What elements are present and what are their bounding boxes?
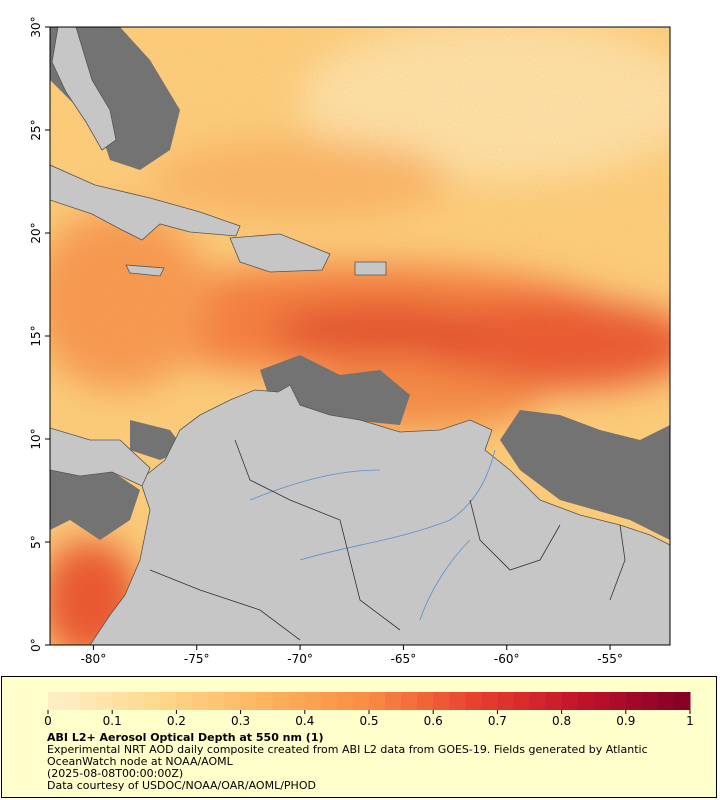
- x-tick-label: -70°: [287, 652, 313, 666]
- colorbar-segment: [609, 692, 627, 710]
- colorbar-segment: [417, 692, 434, 710]
- colorbar-segment: [529, 692, 547, 710]
- colorbar-segment: [208, 692, 226, 710]
- y-tick-label: 15°: [29, 325, 43, 346]
- colorbar-segment: [144, 692, 161, 710]
- y-tick-label: 10°: [29, 428, 43, 449]
- colorbar-segment: [320, 692, 338, 710]
- x-tick-label: -55°: [597, 652, 623, 666]
- y-tick-label: 0°: [29, 638, 43, 652]
- colorbar-segment: [80, 692, 97, 710]
- caption-title: ABI L2+ Aerosol Optical Depth at 550 nm …: [47, 731, 324, 744]
- map-figure: -80° -75° -70° -65° -60° -55° 0° 5° 10° 15° 20° 25°…: [29, 16, 671, 666]
- map-area: [50, 27, 670, 645]
- colorbar-segment: [561, 692, 579, 710]
- colorbar-segment: [593, 692, 611, 710]
- colorbar-segment: [160, 692, 177, 710]
- colorbar-segment: [336, 692, 354, 710]
- rivers: [249, 449, 496, 621]
- colorbar-segment: [352, 692, 370, 710]
- x-tick-label: -65°: [391, 652, 417, 666]
- axes: -80° -75° -70° -65° -60° -55° 0° 5° 10° 15° 20° 25°…: [29, 16, 623, 666]
- borders: [149, 439, 626, 641]
- colorbar-tick-label: 0.1: [103, 714, 122, 728]
- colorbar-tick-label: 1: [686, 714, 694, 728]
- colorbar-segment: [673, 692, 691, 710]
- caption-description: Experimental NRT AOD daily composite cre…: [47, 743, 648, 768]
- colorbar-segment: [545, 692, 563, 710]
- colorbar-segment: [657, 692, 675, 710]
- legend-panel: 0 0.1 0.2 0.3 0.4 0.5 0.6 0.7 0.8 0.9 1: [1, 676, 717, 798]
- x-tick-label: -80°: [81, 652, 107, 666]
- colorbar-segment: [272, 692, 290, 710]
- colorbar-segment: [192, 692, 209, 710]
- colorbar-segment: [176, 692, 193, 710]
- y-tick-label: 30°: [29, 16, 43, 37]
- colorbar: 0 0.1 0.2 0.3 0.4 0.5 0.6 0.7 0.8 0.9 1: [44, 692, 694, 728]
- colorbar-segment: [224, 692, 242, 710]
- colorbar-segment: [449, 692, 466, 710]
- colorbar-segment: [577, 692, 595, 710]
- caption-date: (2025-08-08T00:00:00Z): [47, 767, 184, 780]
- colorbar-segment: [401, 692, 418, 710]
- colorbar-segment: [304, 692, 322, 710]
- colorbar-segment: [369, 692, 386, 710]
- x-tick-label: -75°: [184, 652, 210, 666]
- colorbar-segment: [48, 692, 65, 710]
- colorbar-segment: [625, 692, 643, 710]
- colorbar-tick-label: 0: [44, 714, 52, 728]
- colorbar-segment: [96, 692, 113, 710]
- colorbar-segment: [288, 692, 306, 710]
- colorbar-tick-label: 0.6: [424, 714, 443, 728]
- colorbar-segment: [240, 692, 258, 710]
- colorbar-tick-label: 0.9: [616, 714, 635, 728]
- colorbar-tick-label: 0.7: [488, 714, 507, 728]
- colorbar-tick-label: 0.8: [552, 714, 571, 728]
- land: [50, 27, 670, 645]
- colorbar-segment: [465, 692, 482, 710]
- colorbar-segment: [112, 692, 129, 710]
- caption: ABI L2+ Aerosol Optical Depth at 550 nm …: [47, 732, 687, 792]
- caption-credit: Data courtesy of USDOC/NOAA/OAR/AOML/PHO…: [47, 779, 316, 792]
- colorbar-segment: [481, 692, 498, 710]
- x-tick-label: -60°: [494, 652, 520, 666]
- colorbar-segment: [256, 692, 274, 710]
- colorbar-segment: [497, 692, 514, 710]
- colorbar-tick-label: 0.4: [295, 714, 314, 728]
- colorbar-segment: [128, 692, 145, 710]
- colorbar-segment: [64, 692, 81, 710]
- colorbar-segment: [385, 692, 402, 710]
- y-tick-label: 25°: [29, 119, 43, 140]
- colorbar-segment: [433, 692, 450, 710]
- y-tick-label: 20°: [29, 222, 43, 243]
- colorbar-tick-label: 0.3: [231, 714, 250, 728]
- colorbar-segment: [641, 692, 659, 710]
- colorbar-tick-label: 0.5: [359, 714, 378, 728]
- y-tick-label: 5°: [29, 535, 43, 549]
- colorbar-segment: [513, 692, 530, 710]
- colorbar-tick-label: 0.2: [167, 714, 186, 728]
